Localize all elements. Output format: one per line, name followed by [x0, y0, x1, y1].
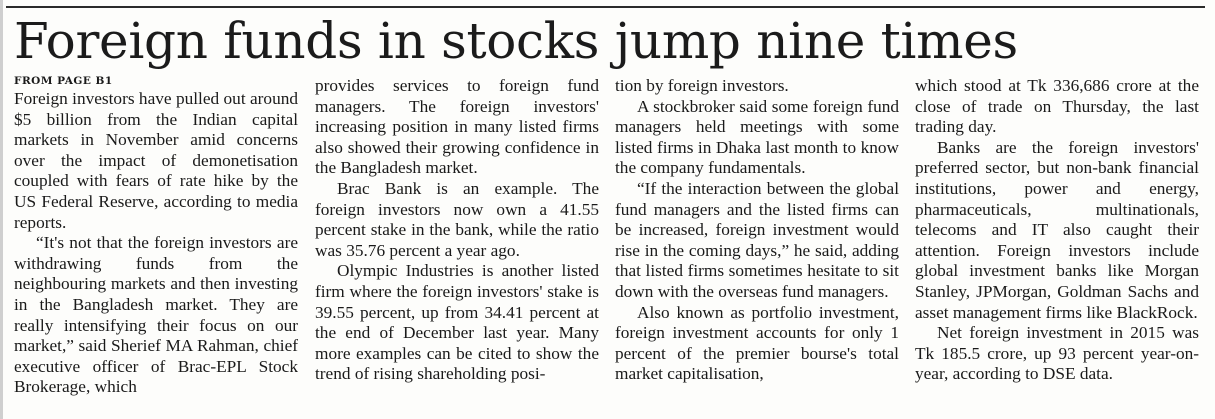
paragraph: Brac Bank is an example. The foreign inv…	[315, 178, 599, 260]
paragraph: A stockbroker said some foreign fund man…	[615, 96, 899, 178]
article-column-2: provides services to foreign fund manage…	[315, 76, 599, 385]
page-edge	[0, 0, 3, 419]
paragraph: “It's not that the foreign investors are…	[14, 233, 298, 397]
headline: Foreign funds in stocks jump nine times	[14, 12, 1018, 70]
paragraph: Olympic Industries is another listed fir…	[315, 261, 599, 384]
kicker: FROM PAGE B1	[14, 75, 113, 87]
article-column-3: tion by foreign investors. A stockbroker…	[615, 76, 899, 385]
paragraph: which stood at Tk 336,686 crore at the c…	[915, 76, 1199, 137]
paragraph: Banks are the foreign investors' preferr…	[915, 137, 1199, 322]
paragraph: Net foreign investment in 2015 was Tk 18…	[915, 323, 1199, 384]
paragraph: provides services to foreign fund manage…	[315, 76, 599, 178]
paragraph: Foreign investors have pulled out around…	[14, 89, 298, 232]
article-column-1: FROM PAGE B1 Foreign investors have pull…	[14, 74, 298, 398]
paragraph: “If the interaction between the global f…	[615, 178, 899, 301]
top-rule	[6, 6, 1205, 8]
paragraph: Also known as portfolio investment, fore…	[615, 302, 899, 384]
article-column-4: which stood at Tk 336,686 crore at the c…	[915, 76, 1199, 385]
paragraph: tion by foreign investors.	[615, 76, 789, 95]
